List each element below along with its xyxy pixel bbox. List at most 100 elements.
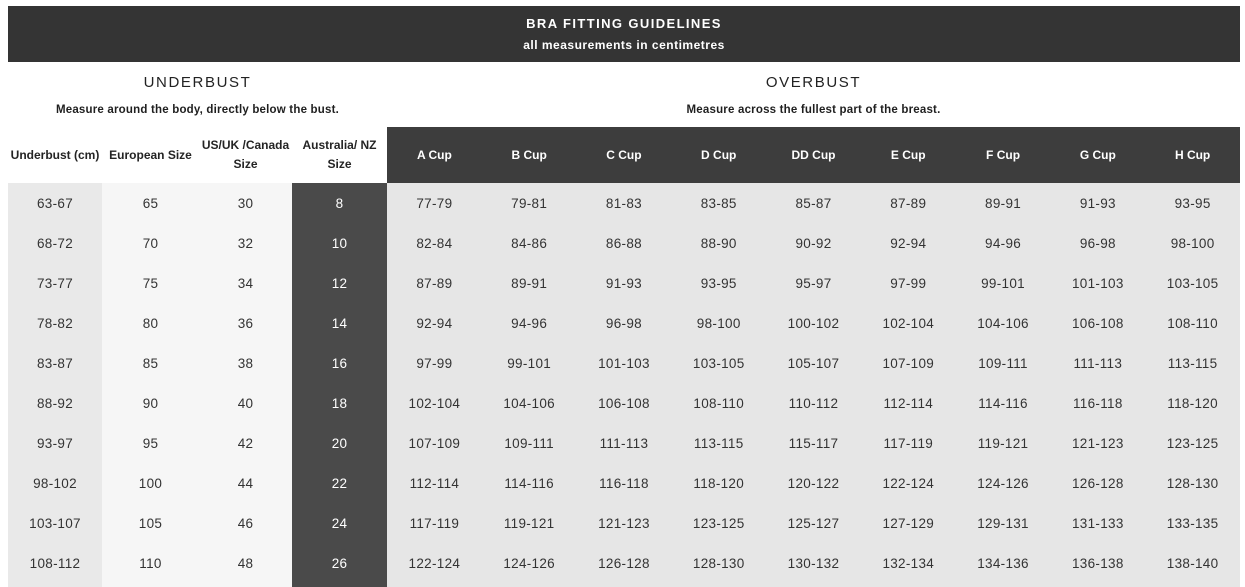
table-cell-row1-col13: 93-95 (1145, 183, 1240, 223)
table-cell-row5-col2: 85 (102, 343, 199, 383)
table-cell-row7-col2: 95 (102, 423, 199, 463)
table-cell-row1-col7: 81-83 (576, 183, 672, 223)
table-cell-row8-col9: 120-122 (766, 463, 861, 503)
table-cell-row4-col13: 108-110 (1145, 303, 1240, 343)
table-cell-row2-col7: 86-88 (576, 223, 672, 263)
table-cell-row3-col4: 12 (292, 263, 387, 303)
table-cell-row7-col6: 109-111 (481, 423, 577, 463)
table-cell-row4-col8: 98-100 (671, 303, 767, 343)
table-footer-spacer-col2 (102, 583, 199, 587)
table-cell-row7-col4: 20 (292, 423, 387, 463)
table-footer-spacer-col11 (955, 583, 1051, 587)
page-subtitle: all measurements in centimetres (523, 38, 725, 52)
table-cell-row1-col3: 30 (199, 183, 292, 223)
table-cell-row9-col2: 105 (102, 503, 199, 543)
table-cell-row3-col9: 95-97 (766, 263, 861, 303)
table-cell-row3-col10: 97-99 (860, 263, 956, 303)
table-footer-spacer-col12 (1050, 583, 1146, 587)
table-cell-row5-col11: 109-111 (955, 343, 1051, 383)
column-header-underbust-cm: Underbust (cm) (8, 127, 102, 183)
table-cell-row2-col13: 98-100 (1145, 223, 1240, 263)
table-cell-row7-col11: 119-121 (955, 423, 1051, 463)
table-cell-row9-col5: 117-119 (387, 503, 482, 543)
table-cell-row9-col4: 24 (292, 503, 387, 543)
table-cell-row9-col7: 121-123 (576, 503, 672, 543)
table-cell-row7-col5: 107-109 (387, 423, 482, 463)
table-cell-row9-col1: 103-107 (8, 503, 102, 543)
column-header-dd-cup: DD Cup (766, 127, 861, 183)
table-footer-spacer-col10 (860, 583, 956, 587)
table-cell-row10-col3: 48 (199, 543, 292, 583)
table-footer-spacer-col9 (766, 583, 861, 587)
table-cell-row1-col2: 65 (102, 183, 199, 223)
table-cell-row3-col6: 89-91 (481, 263, 577, 303)
size-table: Underbust (cm) European Size US/UK /Canada… (8, 127, 1240, 587)
table-cell-row2-col12: 96-98 (1050, 223, 1146, 263)
table-cell-row5-col3: 38 (199, 343, 292, 383)
table-cell-row5-col6: 99-101 (481, 343, 577, 383)
table-cell-row3-col11: 99-101 (955, 263, 1051, 303)
table-cell-row6-col10: 112-114 (860, 383, 956, 423)
table-cell-row7-col10: 117-119 (860, 423, 956, 463)
table-cell-row10-col11: 134-136 (955, 543, 1051, 583)
table-cell-row10-col2: 110 (102, 543, 199, 583)
table-footer-spacer-col8 (671, 583, 767, 587)
overbust-section-header: OVERBUST Measure across the fullest part… (387, 62, 1240, 127)
table-cell-row3-col12: 101-103 (1050, 263, 1146, 303)
table-footer-spacer-col3 (199, 583, 292, 587)
overbust-title: OVERBUST (765, 73, 862, 91)
underbust-section-header: UNDERBUST Measure around the body, direc… (8, 62, 387, 127)
column-header-h-cup: H Cup (1145, 127, 1240, 183)
table-cell-row2-col10: 92-94 (860, 223, 956, 263)
table-cell-row8-col5: 112-114 (387, 463, 482, 503)
table-cell-row8-col4: 22 (292, 463, 387, 503)
table-cell-row4-col1: 78-82 (8, 303, 102, 343)
table-cell-row5-col8: 103-105 (671, 343, 767, 383)
table-cell-row6-col4: 18 (292, 383, 387, 423)
table-cell-row1-col9: 85-87 (766, 183, 861, 223)
table-cell-row2-col11: 94-96 (955, 223, 1051, 263)
table-cell-row6-col12: 116-118 (1050, 383, 1146, 423)
table-cell-row6-col11: 114-116 (955, 383, 1051, 423)
table-cell-row10-col12: 136-138 (1050, 543, 1146, 583)
table-cell-row5-col13: 113-115 (1145, 343, 1240, 383)
table-cell-row1-col12: 91-93 (1050, 183, 1146, 223)
table-cell-row7-col9: 115-117 (766, 423, 861, 463)
table-cell-row5-col12: 111-113 (1050, 343, 1146, 383)
table-cell-row9-col13: 133-135 (1145, 503, 1240, 543)
table-cell-row8-col12: 126-128 (1050, 463, 1146, 503)
table-cell-row4-col5: 92-94 (387, 303, 482, 343)
table-cell-row3-col13: 103-105 (1145, 263, 1240, 303)
table-cell-row8-col3: 44 (199, 463, 292, 503)
column-header-a-cup: A Cup (387, 127, 482, 183)
table-cell-row10-col1: 108-112 (8, 543, 102, 583)
column-header-d-cup: D Cup (671, 127, 767, 183)
overbust-description: Measure across the fullest part of the b… (686, 103, 941, 116)
table-cell-row5-col7: 101-103 (576, 343, 672, 383)
table-cell-row6-col6: 104-106 (481, 383, 577, 423)
table-cell-row9-col3: 46 (199, 503, 292, 543)
table-cell-row3-col3: 34 (199, 263, 292, 303)
table-cell-row1-col8: 83-85 (671, 183, 767, 223)
table-cell-row7-col13: 123-125 (1145, 423, 1240, 463)
table-cell-row7-col1: 93-97 (8, 423, 102, 463)
table-cell-row4-col4: 14 (292, 303, 387, 343)
table-cell-row3-col2: 75 (102, 263, 199, 303)
table-cell-row2-col2: 70 (102, 223, 199, 263)
table-cell-row9-col11: 129-131 (955, 503, 1051, 543)
table-cell-row8-col6: 114-116 (481, 463, 577, 503)
table-cell-row8-col10: 122-124 (860, 463, 956, 503)
table-cell-row2-col1: 68-72 (8, 223, 102, 263)
page-title: BRA FITTING GUIDELINES (526, 16, 722, 31)
table-cell-row10-col10: 132-134 (860, 543, 956, 583)
table-cell-row7-col7: 111-113 (576, 423, 672, 463)
table-cell-row4-col9: 100-102 (766, 303, 861, 343)
table-cell-row2-col6: 84-86 (481, 223, 577, 263)
table-cell-row6-col13: 118-120 (1145, 383, 1240, 423)
table-cell-row8-col8: 118-120 (671, 463, 767, 503)
table-cell-row4-col6: 94-96 (481, 303, 577, 343)
table-cell-row2-col8: 88-90 (671, 223, 767, 263)
table-cell-row10-col5: 122-124 (387, 543, 482, 583)
table-cell-row3-col1: 73-77 (8, 263, 102, 303)
